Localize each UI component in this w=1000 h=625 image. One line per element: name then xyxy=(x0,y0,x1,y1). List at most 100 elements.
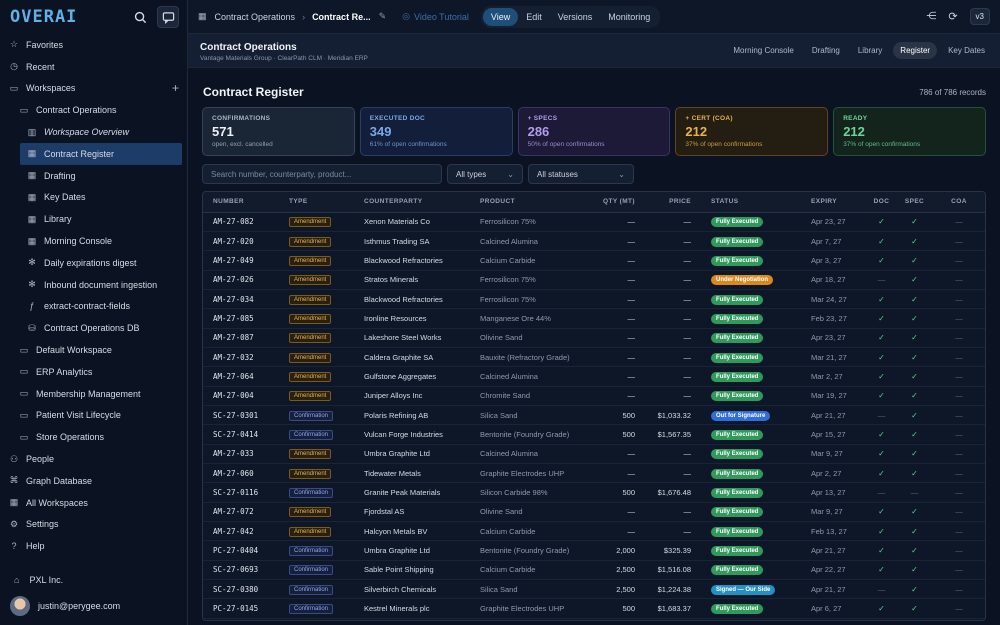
contract-number[interactable]: AM-27-034 xyxy=(203,289,279,310)
search-input[interactable]: Search number, counterparty, product... xyxy=(202,164,442,184)
contract-number[interactable]: AM-27-020 xyxy=(203,231,279,252)
add-workspace-icon[interactable]: + xyxy=(171,81,179,96)
contract-number[interactable]: AM-27-085 xyxy=(203,308,279,329)
summary-card-specs[interactable]: + SPECS 286 50% of open confirmations xyxy=(517,107,671,156)
contract-number[interactable]: PC-27-0145 xyxy=(203,598,279,619)
tab-key-dates[interactable]: Key Dates xyxy=(948,46,985,55)
column-header-type[interactable]: TYPE xyxy=(279,192,354,213)
contract-number[interactable]: AM-27-072 xyxy=(203,502,279,523)
breadcrumb-workspace[interactable]: Contract Operations xyxy=(214,11,296,22)
table-row[interactable]: AM-27-072 Amendment Fjordstal AS Olivine Sa… xyxy=(203,502,985,523)
table-row[interactable]: AM-27-032 Amendment Caldera Graphite SA Bau… xyxy=(203,347,985,368)
version-badge[interactable]: v3 xyxy=(969,8,990,25)
edit-pencil-icon[interactable]: ✎ xyxy=(378,11,387,21)
sidebar-item-extract-contract-fields[interactable]: ƒ extract-contract-fields xyxy=(0,296,187,318)
sidebar-item-morning-console[interactable]: ▦ Morning Console xyxy=(0,230,187,252)
mode-versions[interactable]: Versions xyxy=(557,11,593,22)
contract-number[interactable]: AM-27-060 xyxy=(203,463,279,484)
sidebar-item-store-operations[interactable]: ▭ Store Operations xyxy=(0,426,187,448)
sidebar-item-membership-management[interactable]: ▭ Membership Management xyxy=(0,383,187,405)
sidebar-item-graph-database[interactable]: ⌘ Graph Database xyxy=(0,470,187,492)
table-row[interactable]: SC-27-0116 Confirmation Granite Peak Mater… xyxy=(203,482,985,503)
table-row[interactable]: AM-27-060 Amendment Tidewater Metals Graphi… xyxy=(203,463,985,484)
column-header-spec[interactable]: SPEC xyxy=(898,192,931,213)
column-header-expiry[interactable]: EXPIRY xyxy=(801,192,865,213)
table-row[interactable]: AM-27-049 Amendment Blackwood Refractories… xyxy=(203,250,985,271)
table-row[interactable]: AM-27-082 Amendment Xenon Materials Co Ferr… xyxy=(203,212,985,232)
contract-number[interactable]: AM-27-032 xyxy=(203,347,279,368)
column-header-price[interactable]: PRICE xyxy=(645,192,701,213)
sidebar-item-all-workspaces[interactable]: ▦ All Workspaces xyxy=(0,492,187,514)
contract-number[interactable]: AM-27-033 xyxy=(203,444,279,464)
contract-number[interactable]: SC-27-0693 xyxy=(203,560,279,581)
contract-number[interactable]: SC-27-0380 xyxy=(203,579,279,600)
table-row[interactable]: AM-27-026 Amendment Stratos Minerals Ferros… xyxy=(203,270,985,290)
contract-number[interactable]: PC-27-0404 xyxy=(203,540,279,561)
contract-number[interactable]: AM-27-049 xyxy=(203,250,279,271)
table-row[interactable]: AM-27-085 Amendment Ironline Resources Mang… xyxy=(203,308,985,329)
column-header-status[interactable]: STATUS xyxy=(701,192,801,213)
sidebar-item-workspaces[interactable]: ▭ Workspaces + xyxy=(0,78,187,100)
sidebar-item-inbound-document-ingestion[interactable]: ✻ Inbound document ingestion xyxy=(0,274,187,296)
table-row[interactable]: SC-27-0301 Confirmation Polaris Refining A… xyxy=(203,405,985,426)
sidebar-item-favorites[interactable]: ☆ Favorites xyxy=(0,34,187,56)
refresh-icon[interactable]: ⟳ xyxy=(948,11,958,23)
table-row[interactable]: SC-27-0414 Confirmation Vulcan Forge Indus… xyxy=(203,424,985,445)
tab-register[interactable]: Register xyxy=(893,42,938,59)
sidebar-item-library[interactable]: ▦ Library xyxy=(0,208,187,230)
contract-number[interactable]: AM-27-082 xyxy=(203,212,279,232)
sidebar-item-settings[interactable]: ⚙ Settings xyxy=(0,514,187,536)
column-header-coa[interactable]: COA xyxy=(931,192,985,213)
contract-number[interactable]: SC-27-0414 xyxy=(203,424,279,445)
sidebar-item-patient-visit-lifecycle[interactable]: ▭ Patient Visit Lifecycle xyxy=(0,405,187,427)
table-row[interactable]: AM-27-020 Amendment Isthmus Trading SA Calc… xyxy=(203,231,985,252)
video-tutorial-link[interactable]: ◎ Video Tutorial xyxy=(402,11,469,22)
table-row[interactable]: AM-27-064 Amendment Gulfstone Aggregates Ca… xyxy=(203,366,985,387)
sidebar-item-drafting[interactable]: ▦ Drafting xyxy=(0,165,187,187)
sidebar-item-contract-operations-db[interactable]: ⛁ Contract Operations DB xyxy=(0,317,187,339)
table-row[interactable]: AM-27-034 Amendment Blackwood Refractories… xyxy=(203,289,985,310)
tab-drafting[interactable]: Drafting xyxy=(811,46,840,55)
table-row[interactable]: AM-27-033 Amendment Umbra Graphite Ltd Calc… xyxy=(203,444,985,464)
sidebar-item-default-workspace[interactable]: ▭ Default Workspace xyxy=(0,339,187,361)
type-filter-select[interactable]: All types ⌄ xyxy=(447,164,523,184)
contract-number[interactable]: SC-27-0116 xyxy=(203,482,279,503)
sidebar-item-erp-analytics[interactable]: ▭ ERP Analytics xyxy=(0,361,187,383)
chat-button[interactable] xyxy=(157,6,179,28)
contract-number[interactable]: AM-27-064 xyxy=(203,366,279,387)
contract-number[interactable]: AM-27-042 xyxy=(203,521,279,542)
sidebar-item-contract-register[interactable]: ▦ Contract Register xyxy=(20,142,182,165)
sidebar-item-recent[interactable]: ◷ Recent xyxy=(0,56,187,78)
summary-card-executed-doc[interactable]: EXECUTED DOC 349 61% of open confirmations xyxy=(359,107,513,156)
sidebar-item-contract-operations[interactable]: ▭ Contract Operations xyxy=(0,99,187,121)
table-row[interactable]: PC-27-0404 Confirmation Umbra Graphite Ltd… xyxy=(203,540,985,561)
table-row[interactable]: SC-27-0693 Confirmation Sable Point Shippi… xyxy=(203,560,985,581)
sidebar-item-key-dates[interactable]: ▦ Key Dates xyxy=(0,187,187,209)
mode-edit[interactable]: Edit xyxy=(526,11,542,22)
tab-library[interactable]: Library xyxy=(857,46,883,55)
summary-card-confirmations[interactable]: CONFIRMATIONS 571 open, excl. cancelled xyxy=(202,107,355,156)
contract-number[interactable]: AM-27-026 xyxy=(203,270,279,290)
tab-morning-console[interactable]: Morning Console xyxy=(733,46,794,55)
table-row[interactable]: SC-27-0380 Confirmation Silverbirch Chemic… xyxy=(203,579,985,600)
mode-monitoring[interactable]: Monitoring xyxy=(608,11,651,22)
column-header-doc[interactable]: DOC xyxy=(865,192,898,213)
sidebar-item-daily-expirations-digest[interactable]: ✻ Daily expirations digest xyxy=(0,252,187,274)
status-filter-select[interactable]: All statuses ⌄ xyxy=(528,164,634,184)
contract-number[interactable]: AM-27-087 xyxy=(203,328,279,348)
contract-number[interactable]: AM-27-004 xyxy=(203,386,279,406)
sidebar-item-people[interactable]: ⚇ People xyxy=(0,448,187,470)
column-header-number[interactable]: NUMBER xyxy=(203,192,279,213)
column-header-product[interactable]: PRODUCT xyxy=(470,192,590,213)
summary-card-ready[interactable]: READY 212 37% of open confirmations xyxy=(833,107,986,156)
table-row[interactable]: AM-27-004 Amendment Juniper Alloys Inc Chro… xyxy=(203,386,985,406)
user-menu[interactable]: justin@perygee.com xyxy=(0,593,188,619)
share-icon[interactable]: ⋲ xyxy=(926,11,937,22)
table-row[interactable]: PC-27-0145 Confirmation Kestrel Minerals p… xyxy=(203,598,985,619)
summary-card-cert-coa[interactable]: + CERT (COA) 212 37% of open confirmations xyxy=(675,107,829,156)
mode-view[interactable]: View xyxy=(482,7,519,26)
org-switcher[interactable]: ⌂ PXL Inc. xyxy=(0,569,188,591)
column-header-counterparty[interactable]: COUNTERPARTY xyxy=(354,192,470,213)
sidebar-item-workspace-overview[interactable]: ▥ Workspace Overview xyxy=(0,121,187,143)
table-row[interactable]: AM-27-042 Amendment Halcyon Metals BV Calci… xyxy=(203,521,985,542)
